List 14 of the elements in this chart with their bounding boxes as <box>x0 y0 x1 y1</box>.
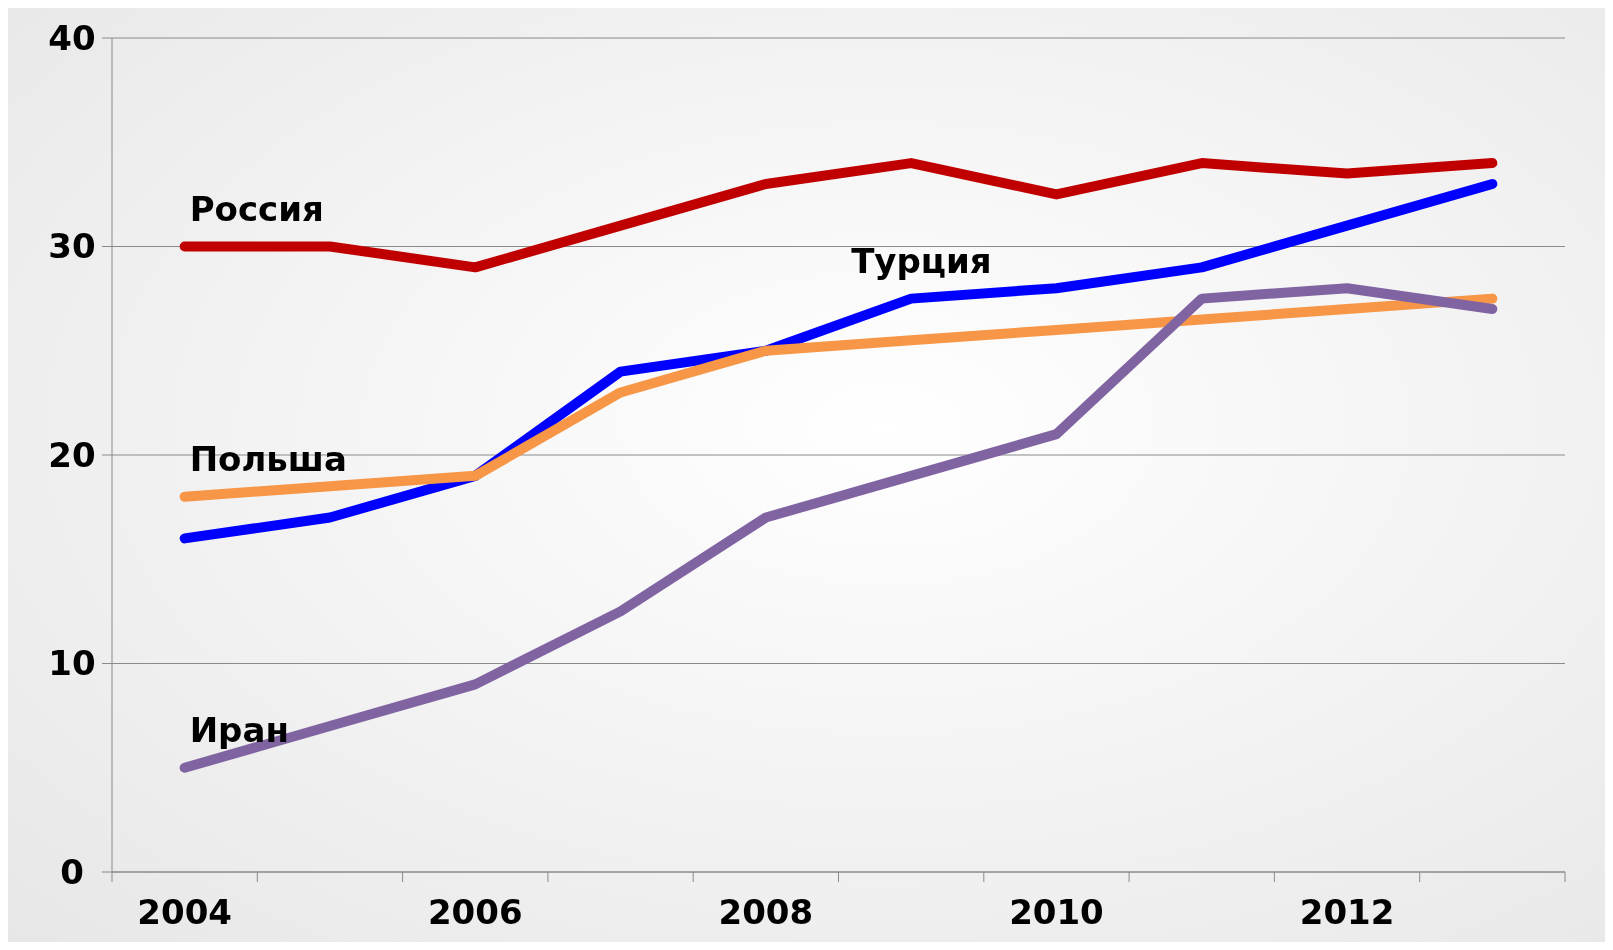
series-label: Польша <box>189 438 347 479</box>
y-tick-label: 10 <box>48 643 96 684</box>
series-label: Россия <box>189 188 324 229</box>
y-tick-label: 30 <box>48 226 96 267</box>
y-tick-label: 40 <box>48 17 96 58</box>
x-tick-label: 2006 <box>427 892 523 932</box>
series-label: Иран <box>189 709 289 750</box>
series-label: Турция <box>851 240 992 281</box>
y-tick-label: 20 <box>48 434 96 475</box>
y-tick-label: 0 <box>60 851 84 892</box>
x-tick-label: 2008 <box>718 892 814 932</box>
x-tick-label: 2010 <box>1009 892 1104 932</box>
x-tick-label: 2012 <box>1299 892 1395 932</box>
x-tick-label: 2004 <box>137 892 232 932</box>
